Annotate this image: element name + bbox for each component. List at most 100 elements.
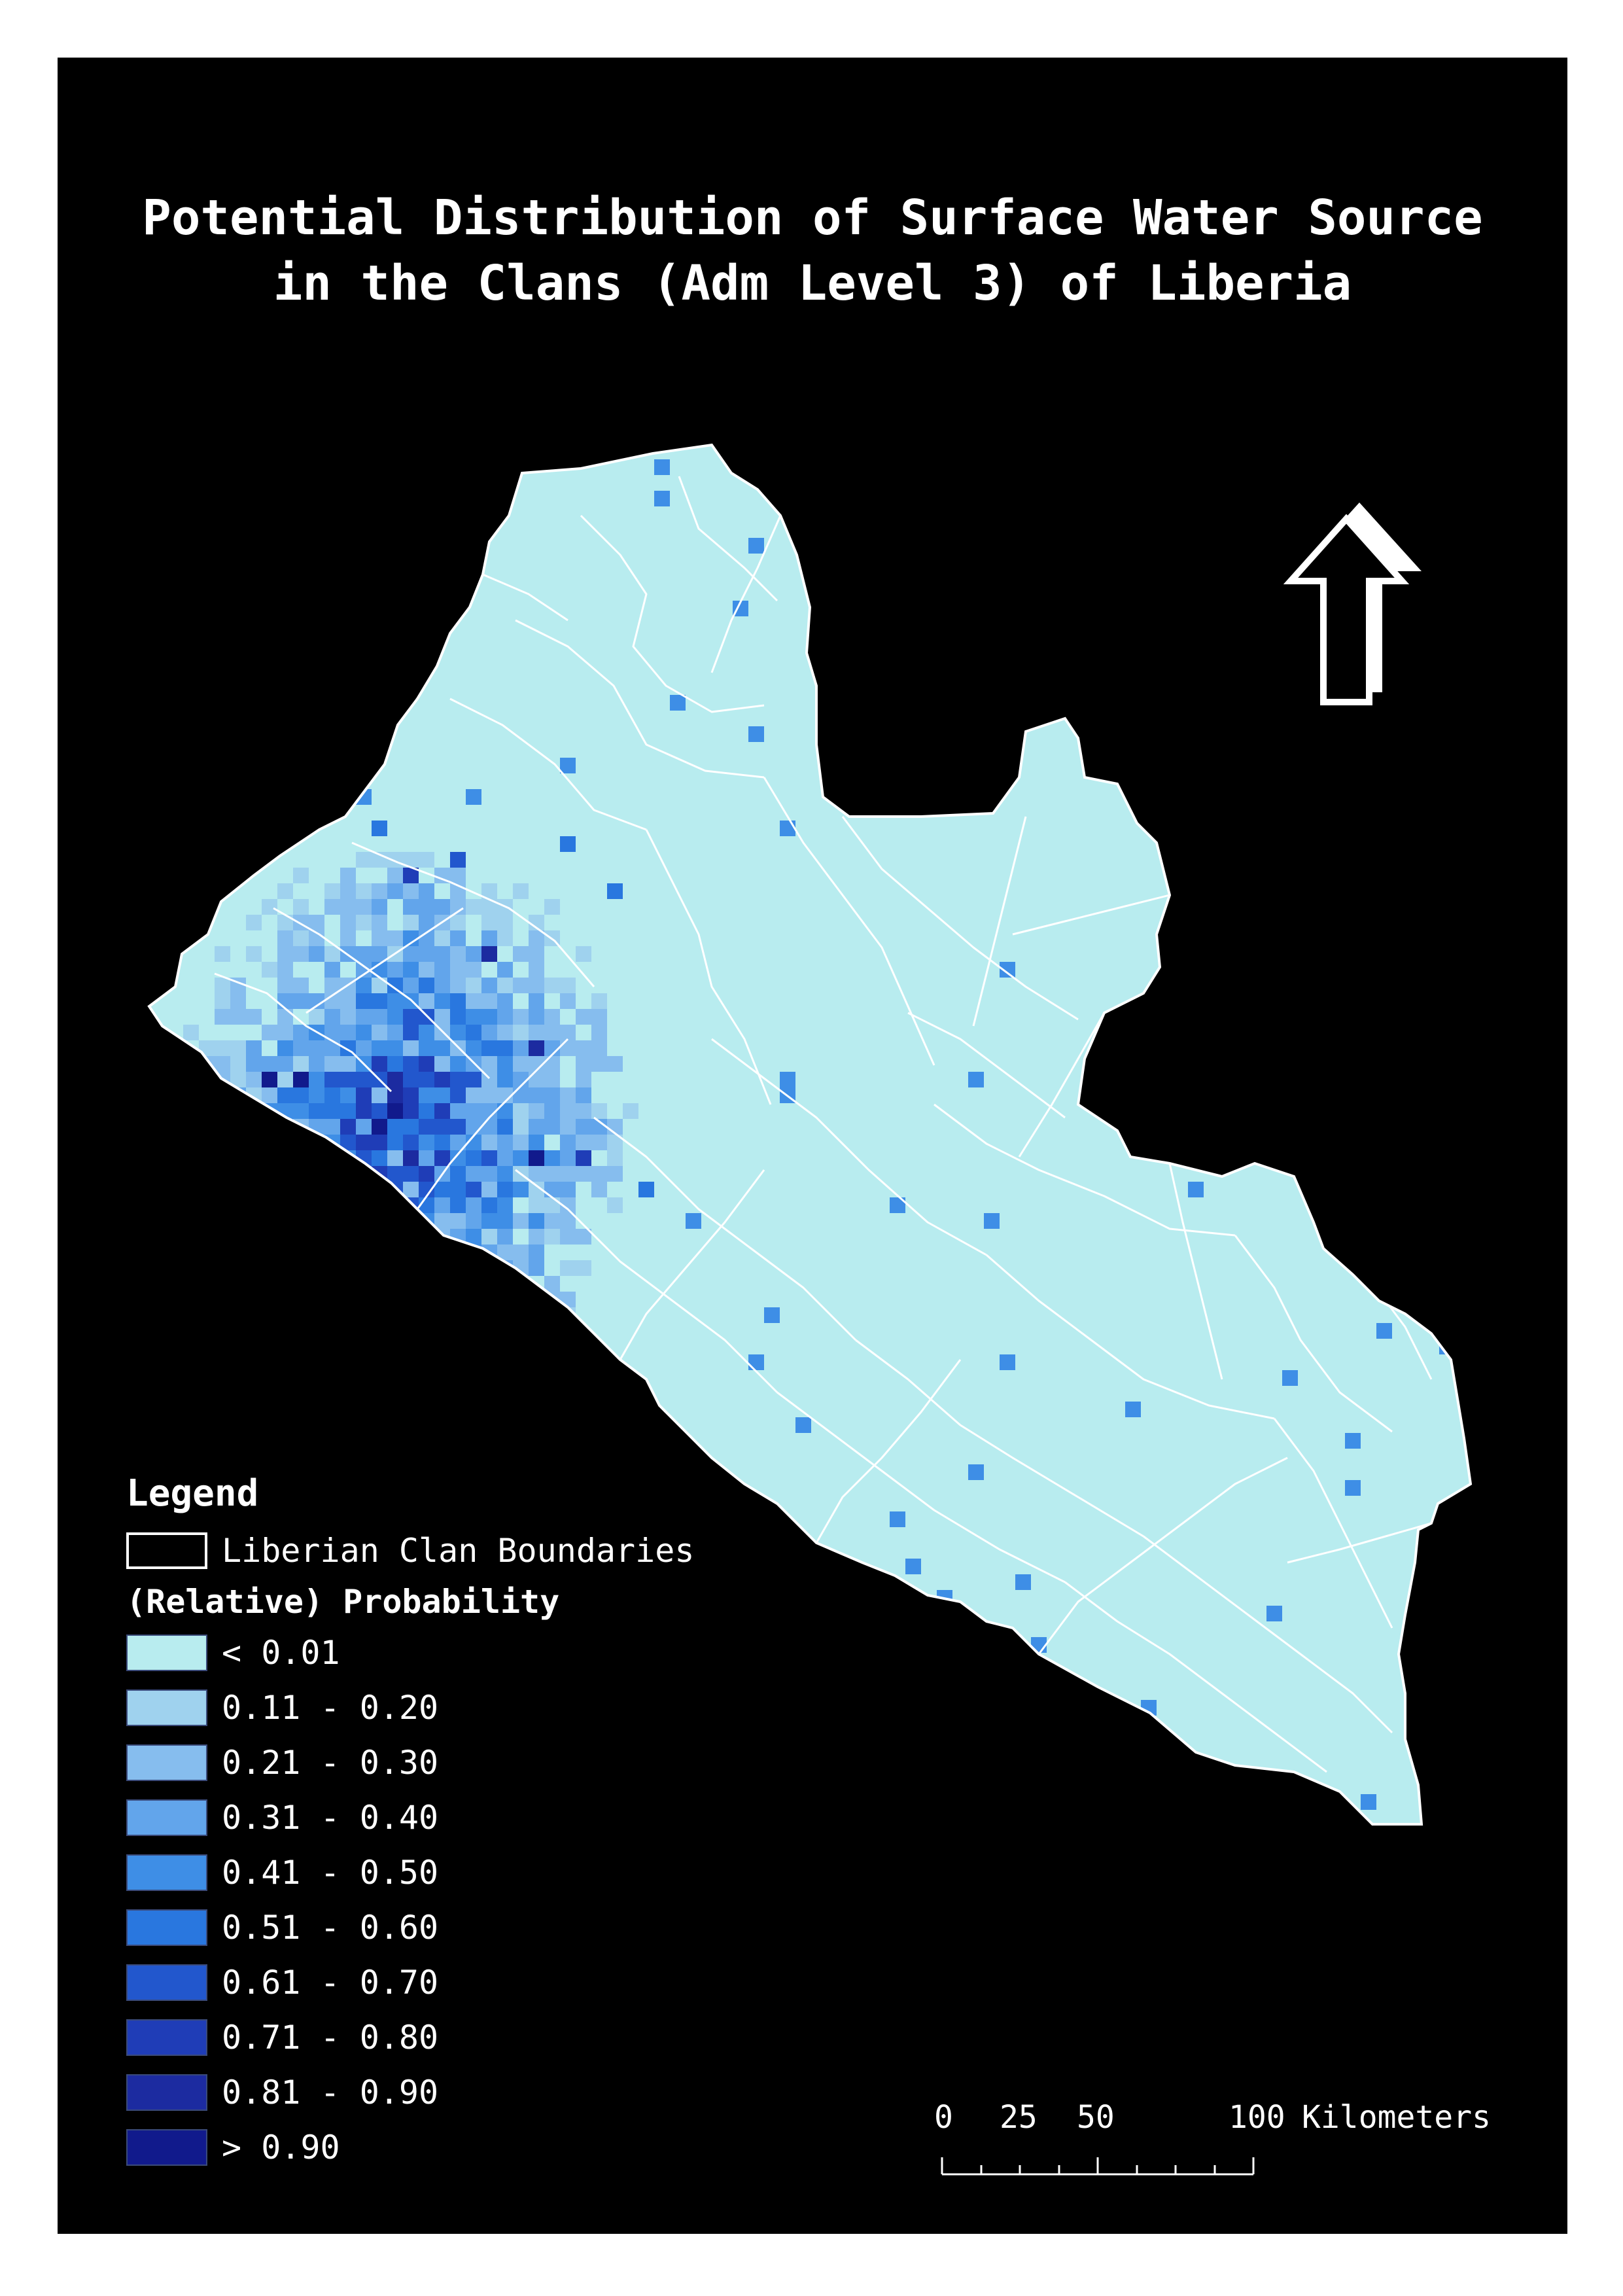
probability-cell bbox=[324, 1276, 340, 1292]
probability-cell bbox=[324, 1150, 340, 1166]
probability-cell bbox=[167, 1119, 183, 1135]
legend-item-class: 0.71 - 0.80 bbox=[126, 2010, 780, 2065]
probability-cell bbox=[403, 946, 419, 962]
probability-cell bbox=[230, 993, 246, 1009]
probability-cell bbox=[513, 1087, 529, 1103]
probability-cell bbox=[1000, 1354, 1015, 1370]
probability-cell bbox=[544, 978, 560, 993]
probability-cell bbox=[827, 1810, 843, 1824]
probability-cell bbox=[560, 1182, 576, 1197]
probability-cell bbox=[513, 1433, 529, 1449]
probability-cell bbox=[372, 1213, 387, 1229]
probability-cell bbox=[513, 1182, 529, 1197]
probability-cell bbox=[748, 538, 764, 554]
probability-cell bbox=[403, 1135, 419, 1150]
probability-cell bbox=[372, 1182, 387, 1197]
probability-cell bbox=[544, 1166, 560, 1182]
probability-cell bbox=[529, 1072, 544, 1087]
probability-cell bbox=[450, 993, 466, 1009]
legend-item-class: 0.21 - 0.30 bbox=[126, 1735, 780, 1790]
probability-cell bbox=[450, 1087, 466, 1103]
probability-cell bbox=[513, 1292, 529, 1307]
probability-cell bbox=[544, 1339, 560, 1354]
probability-cell bbox=[481, 1402, 497, 1417]
probability-cell bbox=[403, 1182, 419, 1197]
probability-cell bbox=[795, 1731, 811, 1747]
probability-cell bbox=[450, 852, 466, 868]
probability-cell bbox=[576, 1166, 591, 1182]
probability-cell bbox=[434, 1402, 450, 1417]
probability-cell bbox=[434, 1072, 450, 1087]
probability-cell bbox=[434, 1339, 450, 1354]
probability-cell bbox=[466, 1072, 481, 1087]
probability-cell bbox=[513, 978, 529, 993]
probability-cell bbox=[246, 1009, 262, 1025]
probability-cell bbox=[387, 1402, 403, 1417]
probability-cell bbox=[560, 1292, 576, 1307]
probability-cell bbox=[638, 1182, 654, 1197]
probability-cell bbox=[183, 1103, 199, 1119]
probability-cell bbox=[262, 1135, 277, 1150]
probability-cell bbox=[419, 852, 434, 868]
probability-cell bbox=[403, 679, 419, 695]
probability-cell bbox=[403, 1417, 419, 1433]
probability-cell bbox=[497, 1433, 513, 1449]
probability-cell bbox=[827, 1794, 843, 1810]
probability-cell bbox=[324, 1433, 340, 1449]
probability-cell bbox=[513, 1119, 529, 1135]
probability-cell bbox=[466, 1292, 481, 1307]
probability-cell bbox=[309, 1009, 324, 1025]
probability-cell bbox=[874, 1810, 890, 1824]
probability-cell bbox=[403, 1386, 419, 1402]
probability-cell bbox=[387, 1370, 403, 1386]
probability-cell bbox=[858, 1826, 874, 1841]
probability-cell bbox=[340, 1025, 356, 1040]
probability-cell bbox=[340, 1402, 356, 1417]
probability-cell bbox=[795, 1810, 811, 1824]
probability-cell bbox=[419, 883, 434, 899]
probability-cell bbox=[466, 1354, 481, 1370]
probability-cell bbox=[529, 1103, 544, 1119]
probability-cell bbox=[780, 1794, 795, 1810]
probability-cell bbox=[356, 1229, 372, 1245]
probability-cell bbox=[686, 1213, 701, 1229]
probability-cell bbox=[560, 993, 576, 1009]
legend-class-label: 0.61 - 0.70 bbox=[222, 1964, 439, 2002]
probability-cell bbox=[466, 1182, 481, 1197]
probability-cell bbox=[277, 993, 293, 1009]
probability-cell bbox=[466, 1260, 481, 1276]
probability-cell bbox=[529, 1166, 544, 1182]
probability-cell bbox=[466, 1229, 481, 1245]
probability-cell bbox=[843, 1778, 858, 1794]
probability-cell bbox=[576, 1072, 591, 1087]
probability-cell bbox=[356, 1040, 372, 1056]
probability-cell bbox=[387, 930, 403, 946]
probability-cell bbox=[780, 1826, 795, 1841]
probability-cell bbox=[340, 1307, 356, 1323]
legend-class-label: 0.11 - 0.20 bbox=[222, 1689, 439, 1727]
probability-cell bbox=[843, 1763, 858, 1778]
probability-cell bbox=[419, 1166, 434, 1182]
probability-cell bbox=[466, 1103, 481, 1119]
probability-cell bbox=[529, 1025, 544, 1040]
probability-cell bbox=[419, 1370, 434, 1386]
probability-cell bbox=[497, 978, 513, 993]
legend-swatch bbox=[126, 1909, 207, 1946]
probability-cell bbox=[466, 899, 481, 915]
probability-cell bbox=[356, 1072, 372, 1087]
probability-cell bbox=[1157, 993, 1172, 1009]
probability-cell bbox=[324, 1449, 340, 1464]
probability-cell bbox=[372, 1292, 387, 1307]
probability-cell bbox=[497, 915, 513, 930]
legend-item-class: 0.61 - 0.70 bbox=[126, 1955, 780, 2010]
probability-cell bbox=[262, 459, 277, 475]
probability-cell bbox=[215, 1009, 230, 1025]
probability-cell bbox=[780, 1684, 795, 1700]
probability-cell bbox=[780, 821, 795, 836]
probability-cell bbox=[434, 1197, 450, 1213]
probability-cell bbox=[372, 1150, 387, 1166]
probability-cell bbox=[905, 1559, 921, 1574]
probability-cell bbox=[1219, 538, 1235, 554]
probability-cell bbox=[340, 1197, 356, 1213]
probability-cell bbox=[450, 1245, 466, 1260]
